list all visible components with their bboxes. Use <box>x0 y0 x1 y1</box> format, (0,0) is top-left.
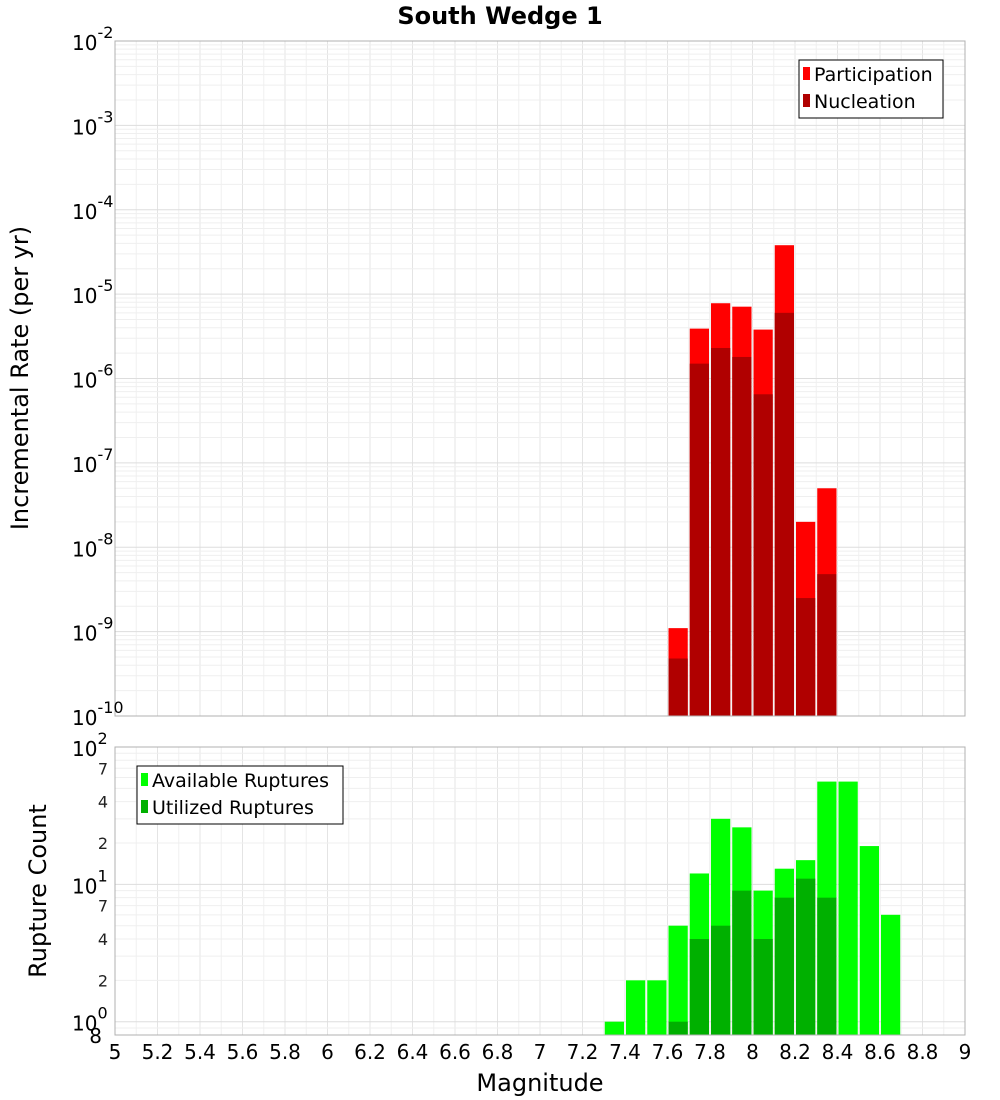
x-tick-label: 5 <box>109 1040 122 1064</box>
bottom-y-axis-label: Rupture Count <box>24 804 52 978</box>
top-y-axis-label: Incremental Rate (per yr) <box>6 226 34 530</box>
bar-available-ruptures <box>647 980 667 1035</box>
y-tick-label: 7 <box>98 897 108 916</box>
y-tick-label: 8 <box>89 1024 102 1048</box>
bar-utilized-ruptures <box>711 925 731 1035</box>
legend-box <box>136 765 344 825</box>
bar-utilized-ruptures <box>689 939 709 1035</box>
y-tick-label: 10-10 <box>72 698 124 730</box>
x-tick-label: 7.4 <box>609 1040 641 1064</box>
y-tick-label: 101 <box>72 866 108 898</box>
legend-swatch <box>803 67 810 80</box>
x-tick-label: 5.6 <box>227 1040 259 1064</box>
y-tick-label: 4 <box>98 793 108 812</box>
bar-utilized-ruptures <box>732 890 752 1035</box>
legend-swatch <box>803 94 810 107</box>
y-tick-label: 100 <box>72 1004 108 1036</box>
bar-utilized-ruptures <box>817 897 837 1035</box>
bar-utilized-ruptures <box>796 878 816 1035</box>
x-tick-label: 5.8 <box>269 1040 301 1064</box>
legend: Participation Nucleation <box>798 59 944 119</box>
y-tick-label: 102 <box>72 729 108 761</box>
y-tick-label: 2 <box>98 834 108 853</box>
x-tick-label: 5.4 <box>184 1040 216 1064</box>
x-tick-label: 7.2 <box>567 1040 599 1064</box>
x-tick-label: 6 <box>321 1040 334 1064</box>
y-tick-label: 10-6 <box>72 361 113 393</box>
x-tick-label: 6.2 <box>354 1040 386 1064</box>
bar-available-ruptures <box>604 1021 624 1035</box>
top-plot-area: Participation Nucleation 10-10 10-9 10-8 10-7… <box>72 23 966 730</box>
bar-available-ruptures <box>626 980 646 1035</box>
bar-nucleation <box>796 598 816 716</box>
legend-label: Utilized Ruptures <box>152 797 314 819</box>
bar-nucleation <box>732 356 752 716</box>
x-tick-label: 8.2 <box>779 1040 811 1064</box>
y-tick-label: 10-7 <box>72 445 113 477</box>
x-tick-label: 6.8 <box>482 1040 514 1064</box>
x-tick-label: 8 <box>746 1040 759 1064</box>
y-tick-label: 10-3 <box>72 107 113 139</box>
y-tick-label: 10-4 <box>72 192 113 224</box>
bar-nucleation <box>817 574 837 716</box>
y-tick-label: 10-8 <box>72 529 113 561</box>
legend: Available Ruptures Utilized Ruptures <box>136 765 344 825</box>
x-tick-label: 8.6 <box>864 1040 896 1064</box>
y-tick-label: 10-2 <box>72 23 113 55</box>
bar-available-ruptures <box>881 914 901 1035</box>
legend-swatch <box>141 773 148 786</box>
bar-utilized-ruptures <box>753 939 773 1035</box>
legend-swatch <box>141 800 148 813</box>
y-tick-label: 7 <box>98 759 108 778</box>
x-tick-label: 7.6 <box>652 1040 684 1064</box>
chart-title: South Wedge 1 <box>397 2 602 30</box>
x-tick-label: 6.6 <box>439 1040 471 1064</box>
x-axis-label: Magnitude <box>476 1069 603 1097</box>
bar-utilized-ruptures <box>668 1021 688 1035</box>
bar-available-ruptures <box>859 846 879 1035</box>
bar-utilized-ruptures <box>774 897 794 1035</box>
x-tick-label: 7 <box>534 1040 547 1064</box>
plot-frame <box>114 746 966 1036</box>
legend-box <box>798 59 944 119</box>
y-tick-label: 10-5 <box>72 276 113 308</box>
y-tick-label: 10-9 <box>72 614 113 646</box>
bar-nucleation <box>753 394 773 716</box>
x-tick-label: 9 <box>959 1040 972 1064</box>
x-tick-label: 5.2 <box>142 1040 174 1064</box>
bar-nucleation <box>711 347 731 716</box>
x-tick-label: 7.8 <box>694 1040 726 1064</box>
legend-label: Available Ruptures <box>152 770 329 792</box>
y-tick-label: 4 <box>98 930 108 949</box>
bar-nucleation <box>774 312 794 716</box>
x-tick-label: 8.8 <box>907 1040 939 1064</box>
x-tick-label: 6.4 <box>397 1040 429 1064</box>
bar-nucleation <box>689 363 709 716</box>
legend-label: Participation <box>814 64 933 86</box>
bar-available-ruptures <box>668 925 688 1035</box>
plot-frame <box>114 40 966 717</box>
y-tick-label: 2 <box>98 971 108 990</box>
bar-nucleation <box>668 658 688 716</box>
x-tick-label: 8.4 <box>822 1040 854 1064</box>
legend-label: Nucleation <box>814 91 916 113</box>
bar-available-ruptures <box>838 781 858 1035</box>
